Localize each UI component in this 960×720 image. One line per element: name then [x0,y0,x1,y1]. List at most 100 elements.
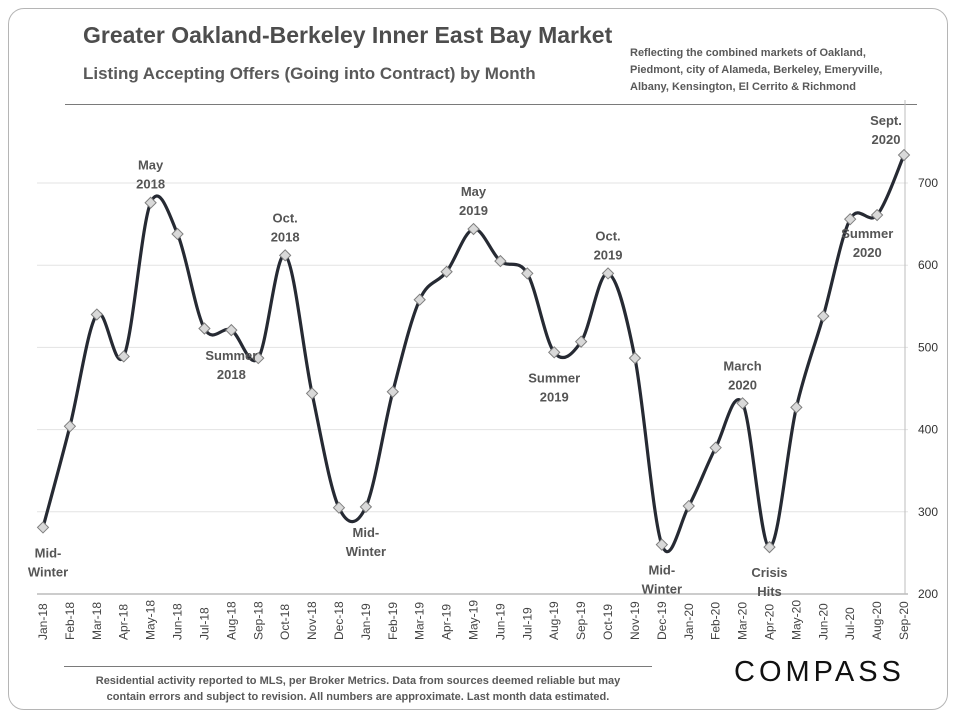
footnote-line: Residential activity reported to MLS, pe… [95,675,621,687]
market-note-line: Albany, Kensington, El Cerrito & Richmon… [630,81,856,93]
x-tick-label: Dec-19 [655,601,669,640]
data-point-marker [521,267,534,280]
chart-annotation: Winter [642,582,682,597]
data-point-marker [117,350,130,363]
x-tick-label: Aug-20 [870,601,884,640]
data-point-marker [144,196,157,209]
data-point-marker [413,293,426,306]
market-note-line: Reflecting the combined markets of Oakla… [630,47,866,59]
x-tick-label: Nov-18 [305,601,319,640]
x-tick-label: Jan-20 [682,603,696,640]
chart-annotation: May [138,158,164,173]
chart-annotation: Crisis [751,565,787,580]
x-tick-label: Aug-18 [224,601,238,640]
data-point-marker [36,521,50,534]
market-note: Reflecting the combined markets of Oakla… [630,45,915,96]
data-point-marker [817,309,830,323]
chart-annotation: Mid- [35,545,62,560]
x-tick-label: Sep-19 [574,601,588,640]
x-tick-label: Jul-19 [520,607,534,640]
chart-annotation: Summer [841,226,893,241]
y-tick-label: 300 [918,505,938,519]
x-tick-label: Jan-18 [36,603,50,640]
chart-annotation: 2020 [872,132,901,147]
data-point-marker [225,323,238,337]
data-point-marker [574,335,588,348]
data-point-marker [386,385,399,398]
chart-annotation: 2019 [540,389,569,404]
data-point-marker [655,538,669,551]
data-point-marker [870,208,884,222]
data-point-marker [494,254,507,268]
chart-annotation: Winter [346,544,386,559]
compass-logo: COMPASS [734,656,905,688]
data-point-marker [897,148,911,162]
x-tick-label: Jul-20 [843,607,857,640]
chart-annotation: Winter [28,564,68,579]
source-footnote: Residential activity reported to MLS, pe… [64,666,652,705]
chart-annotation: Mid- [353,525,380,540]
x-tick-label: May-19 [467,600,481,640]
x-tick-label: Sep-20 [897,601,911,640]
chart-annotation: 2018 [217,367,246,382]
data-point-marker [843,212,857,226]
x-tick-label: Mar-20 [736,602,750,640]
y-tick-label: 700 [918,176,938,190]
chart-annotation: Summer [528,370,580,385]
data-point-marker [305,387,319,400]
chart-annotation: 2018 [271,229,300,244]
x-tick-label: Dec-18 [332,601,346,640]
data-point-marker [709,441,722,454]
chart-annotation: Summer [205,348,257,363]
data-point-marker [332,501,346,514]
data-point-marker [171,227,184,241]
x-tick-label: Mar-18 [90,602,104,640]
y-tick-label: 400 [918,423,938,437]
x-tick-label: Jan-19 [359,603,373,640]
chart-annotation: 2018 [136,177,165,192]
chart-annotation: 2019 [459,203,488,218]
footnote-line: contain errors and subject to revision. … [106,691,610,703]
chart-frame [8,8,948,710]
data-point-marker [628,351,642,365]
chart-annotation: 2019 [594,247,623,262]
x-tick-label: Mar-19 [413,602,427,640]
data-point-marker [682,499,695,513]
data-point-marker [198,322,211,335]
data-point-marker [440,265,453,278]
y-tick-label: 600 [918,258,938,272]
x-tick-label: Oct-19 [601,604,615,640]
data-point-marker [736,397,749,410]
x-tick-label: Aug-19 [547,601,561,640]
chart-title: Greater Oakland-Berkeley Inner East Bay … [83,22,613,48]
market-note-line: Piedmont, city of Alameda, Berkeley, Eme… [630,64,883,76]
data-point-marker [790,401,803,414]
data-point-marker [548,346,561,359]
x-tick-label: Apr-20 [762,604,776,640]
x-tick-label: Jun-20 [816,603,830,640]
chart-annotation: Sept. [870,113,902,128]
data-point-marker [252,351,265,365]
data-point-marker [278,249,292,262]
chart-annotation: Oct. [595,228,620,243]
data-point-marker [63,420,77,433]
x-tick-label: Jun-18 [171,603,185,640]
x-tick-label: Jun-19 [493,603,507,640]
chart-annotation: Oct. [273,210,298,225]
y-tick-label: 500 [918,340,938,354]
x-tick-label: Nov-19 [628,601,642,640]
x-tick-label: Sep-18 [251,601,265,640]
x-tick-label: Apr-19 [440,604,454,640]
x-tick-label: Feb-20 [709,602,723,640]
chart-annotation: 2020 [853,245,882,260]
chart-annotation: 2020 [728,377,757,392]
data-point-marker [359,500,373,514]
x-tick-label: Feb-18 [63,602,77,640]
chart-subtitle: Listing Accepting Offers (Going into Con… [83,64,536,83]
x-tick-label: May-18 [144,600,158,640]
x-tick-label: Feb-19 [386,602,400,640]
chart-annotation: March [723,358,761,373]
x-tick-label: Jul-18 [197,607,211,640]
y-tick-label: 200 [918,587,938,601]
